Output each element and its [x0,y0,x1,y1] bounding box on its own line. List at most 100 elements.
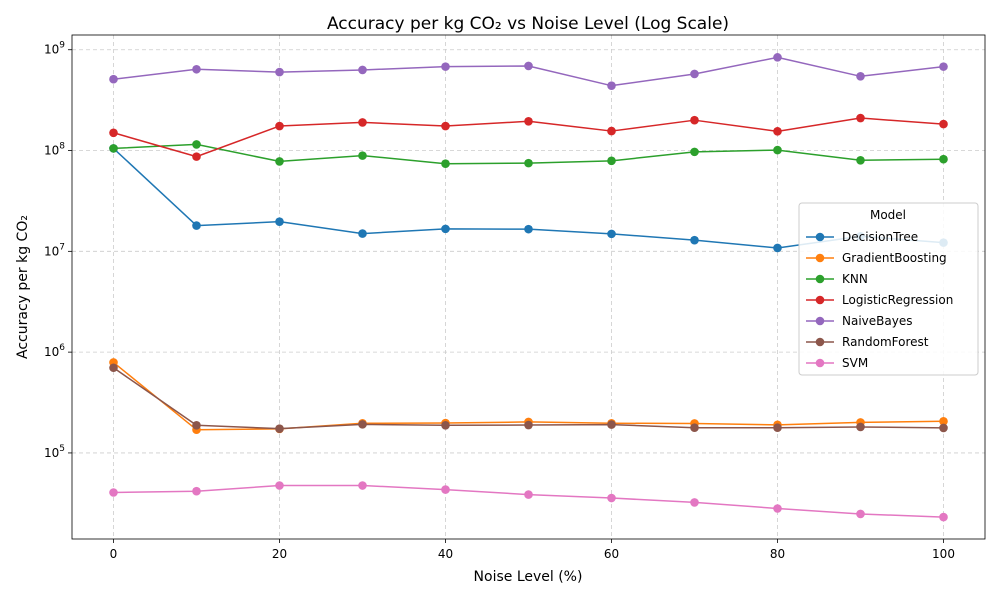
legend-item: NaiveBayes [806,314,912,328]
x-axis-title: Noise Level (%) [474,569,583,585]
data-point [607,126,616,136]
x-tick-label: 80 [770,547,785,561]
legend-item: SVM [806,356,868,370]
data-point [275,424,284,433]
data-point [773,243,782,253]
chart-title: Accuracy per kg CO₂ vs Noise Level (Log … [327,14,729,34]
y-tick-exponent: 7 [59,242,65,252]
y-tick-exponent: 5 [59,444,65,454]
series-line [113,56,944,87]
data-point [607,493,616,503]
legend-swatch-marker [815,253,825,263]
series-layer [109,53,948,522]
y-tick-label: 105 [44,444,65,460]
data-point [939,119,948,129]
data-point [524,420,533,430]
data-point [939,423,948,433]
plot-frame [71,34,986,540]
data-point [109,128,118,138]
data-point [275,67,284,77]
legend-title: Model [870,208,906,222]
legend-label: DecisionTree [842,230,918,244]
legend-item: DecisionTree [806,230,918,244]
y-axis-title: Accuracy per kg CO₂ [15,215,31,359]
data-point [441,420,450,430]
x-tick-label: 40 [438,547,453,561]
data-point [939,154,948,164]
legend-item: GradientBoosting [806,251,947,265]
y-tick-exponent: 8 [59,142,65,152]
series-SVM [109,481,948,522]
data-point [275,481,284,490]
data-point [690,235,699,245]
legend-label: NaiveBayes [842,314,912,328]
legend-swatch-marker [815,274,825,284]
data-point [109,144,118,153]
y-tick-label: 107 [44,242,65,258]
data-point [690,423,699,432]
data-point [441,485,450,494]
data-point [358,65,367,75]
x-tick-label: 100 [932,547,955,561]
y-tick-exponent: 9 [59,41,65,51]
data-point [524,490,533,499]
data-point [524,158,533,168]
series-KNN [109,140,948,169]
data-point [773,53,782,62]
data-point [524,224,533,234]
y-tick-base: 10 [44,43,59,57]
data-point [109,488,118,497]
legend-items: DecisionTree GradientBoosting KNN LogisticR… [806,230,953,370]
legend-label: RandomForest [842,335,929,349]
data-point [441,121,450,131]
data-point [524,61,533,71]
legend-box [798,202,979,376]
series-line [113,484,944,518]
data-point [441,224,450,234]
y-tick-base: 10 [44,446,59,460]
data-point [856,509,865,519]
legend-label: KNN [842,272,868,286]
data-point [939,512,948,522]
data-point [358,151,367,160]
data-point [690,147,699,157]
y-tick-base: 10 [44,345,59,359]
legend-label: SVM [842,356,868,370]
data-point [192,64,201,74]
data-point [358,481,367,490]
legend-label: GradientBoosting [842,251,947,265]
y-tick-base: 10 [44,244,59,258]
data-point [607,229,616,239]
series-LogisticRegression [109,113,948,161]
data-point [690,115,699,125]
legend-swatch-marker [815,232,825,242]
data-point [441,62,450,71]
data-point [690,498,699,507]
legend-swatch-marker [815,295,825,305]
data-point [690,69,699,79]
data-point [607,156,616,166]
x-tick-label: 60 [604,547,619,561]
data-point [856,113,865,123]
data-point [358,229,367,238]
x-axis-ticks: 0 20 40 60 80 100 [110,539,955,561]
legend-item: LogisticRegression [806,293,953,307]
data-point [856,72,865,81]
data-point [192,152,201,161]
data-point [275,121,284,131]
data-point [275,157,284,166]
data-point [856,155,865,165]
legend-swatch-marker [815,358,825,368]
data-point [192,486,201,496]
data-point [939,62,948,71]
data-point [607,420,616,429]
data-point [109,363,118,373]
y-tick-label: 106 [44,343,65,359]
data-point [607,81,616,90]
x-tick-label: 20 [272,547,287,561]
y-tick-base: 10 [44,144,59,158]
data-point [192,221,201,230]
legend: Model DecisionTree GradientBoosting KNN Log… [798,202,979,376]
legend-swatch-marker [815,337,825,347]
